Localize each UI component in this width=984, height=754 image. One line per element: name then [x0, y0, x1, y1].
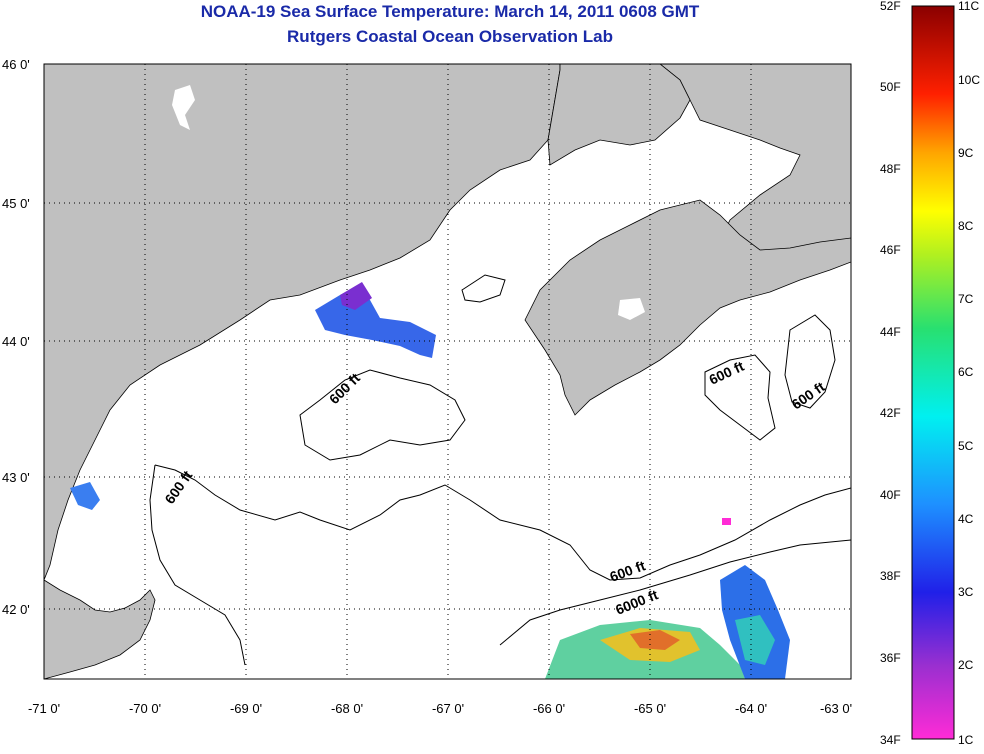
- land-fundy-north: [547, 64, 691, 166]
- colorbar-c-label: 11C: [958, 0, 979, 13]
- contour-600ft-line: [154, 464, 851, 581]
- lat-label: 42 0': [2, 602, 30, 617]
- contour-600ft-line: [299, 369, 466, 461]
- colorbar-c-label: 7C: [958, 292, 974, 306]
- colorbar-c-label: 5C: [958, 439, 974, 453]
- colorbar-f-label: 42F: [880, 406, 901, 420]
- lake-icon: [172, 85, 195, 130]
- contour-600ft-line: [149, 464, 246, 666]
- contour-6000ft-line: [499, 539, 851, 646]
- colorbar-c-label: 9C: [958, 146, 974, 160]
- colorbar-c-label: 4C: [958, 512, 974, 526]
- land-cape-cod: [44, 579, 156, 679]
- lon-label: -70 0': [129, 701, 161, 716]
- colorbar-f-label: 34F: [880, 733, 901, 747]
- colorbar-f-label: 44F: [880, 325, 901, 339]
- lon-label: -67 0': [432, 701, 464, 716]
- sst-patch-cape: [70, 482, 100, 510]
- lat-label: 43 0': [2, 470, 30, 485]
- colorbar-c-label: 8C: [958, 219, 974, 233]
- colorbar-c-label: 1C: [958, 733, 974, 747]
- colorbar-c-label: 10C: [958, 73, 980, 87]
- sst-patch-east-green: [735, 615, 775, 665]
- colorbar-f-label: 36F: [880, 651, 901, 665]
- contour-600ft-line: [784, 314, 836, 409]
- colorbar-c-label: 3C: [958, 585, 974, 599]
- land-maine: [44, 64, 561, 581]
- colorbar-f-labels: 52F 50F 48F 46F 44F 42F 40F 38F 36F 34F: [880, 0, 901, 747]
- land-nova-scotia: [524, 199, 851, 416]
- colorbar-c-label: 2C: [958, 658, 974, 672]
- contour-600ft-line: [704, 354, 776, 441]
- colorbar-f-label: 46F: [880, 243, 901, 257]
- lon-label: -68 0': [331, 701, 363, 716]
- contour-600ft-line: [461, 274, 506, 303]
- colorbar-c-label: 6C: [958, 365, 974, 379]
- lat-label: 45 0': [2, 196, 30, 211]
- lon-label: -69 0': [230, 701, 262, 716]
- lake-icon: [618, 298, 645, 320]
- lon-label: -66 0': [533, 701, 565, 716]
- colorbar: [911, 5, 955, 740]
- map-subtitle: Rutgers Coastal Ocean Observation Lab: [287, 27, 613, 46]
- sst-patch-warm-core: [630, 630, 680, 650]
- sst-patch-purple: [340, 282, 372, 310]
- colorbar-f-label: 40F: [880, 488, 901, 502]
- map-title: NOAA-19 Sea Surface Temperature: March 1…: [200, 2, 700, 21]
- sst-pixel-magenta: [722, 518, 731, 525]
- colorbar-c-labels: 11C 10C 9C 8C 7C 6C 5C 4C 3C 2C 1C: [958, 0, 980, 747]
- lon-label: -71 0': [28, 701, 60, 716]
- lat-label: 46 0': [2, 57, 30, 72]
- colorbar-f-label: 48F: [880, 162, 901, 176]
- lon-label: -65 0': [634, 701, 666, 716]
- colorbar-f-label: 50F: [880, 80, 901, 94]
- lon-label: -63 0': [820, 701, 852, 716]
- map-frame: [43, 63, 852, 680]
- colorbar-f-label: 38F: [880, 569, 901, 583]
- colorbar-f-label: 52F: [880, 0, 901, 13]
- lon-label: -64 0': [735, 701, 767, 716]
- lat-label: 44 0': [2, 334, 30, 349]
